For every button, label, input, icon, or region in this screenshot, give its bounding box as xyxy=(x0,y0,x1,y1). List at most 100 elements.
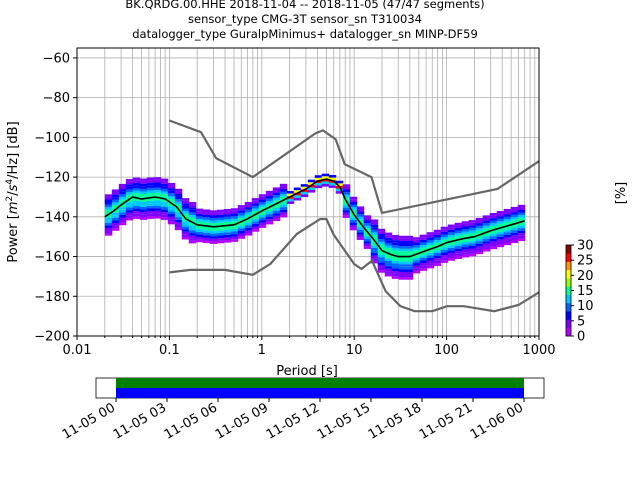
heatmap-cell xyxy=(181,229,190,232)
heatmap-cell xyxy=(118,214,127,218)
heatmap-cell xyxy=(419,255,428,258)
heatmap-cell xyxy=(174,227,183,231)
heatmap-cell xyxy=(426,234,435,238)
heatmap-cell xyxy=(153,203,162,206)
heatmap-cell xyxy=(279,214,288,218)
heatmap-cell xyxy=(489,220,498,224)
heatmap-cell xyxy=(244,212,253,215)
heatmap-cell xyxy=(146,182,155,186)
heatmap-cell xyxy=(286,198,295,202)
heatmap-cell xyxy=(503,227,512,230)
heatmap-cell xyxy=(377,264,386,268)
heatmap-cell xyxy=(321,176,330,179)
heatmap-cell xyxy=(391,271,400,274)
heatmap-cell xyxy=(370,237,379,241)
heatmap-cell xyxy=(265,216,274,220)
heatmap-cell xyxy=(132,190,141,194)
heatmap-cell xyxy=(447,229,456,233)
heatmap-cell xyxy=(272,192,281,196)
heatmap-cell xyxy=(188,214,197,218)
heatmap-cell xyxy=(496,216,505,219)
heatmap-cell xyxy=(321,178,330,182)
heatmap-cell xyxy=(517,212,526,216)
heatmap-cell xyxy=(377,241,386,245)
y-tick-label: −160 xyxy=(34,250,70,265)
heatmap-cell xyxy=(188,230,197,234)
heatmap-cell xyxy=(363,243,372,247)
heatmap-cell xyxy=(167,206,176,209)
colorbar-segment xyxy=(566,269,571,279)
heatmap-cell xyxy=(125,202,134,205)
heatmap-cell xyxy=(510,209,519,213)
heatmap-cell xyxy=(405,253,414,257)
heatmap-cell xyxy=(265,198,274,202)
heatmap-cell xyxy=(482,215,491,218)
heatmap-cell xyxy=(111,192,120,195)
heatmap-cell xyxy=(286,196,295,199)
heatmap-cell xyxy=(510,214,519,218)
heatmap-cell xyxy=(412,255,421,258)
heatmap-cell xyxy=(195,237,204,240)
heatmap-cell xyxy=(370,224,379,228)
heatmap-cell xyxy=(125,207,134,211)
heatmap-cell xyxy=(111,212,120,216)
heatmap-cell xyxy=(405,271,414,275)
heatmap-cell xyxy=(160,181,169,184)
heatmap-cell xyxy=(412,237,421,240)
heatmap-cell xyxy=(384,253,393,256)
heatmap-cell xyxy=(293,195,302,198)
heatmap-cell xyxy=(104,222,113,226)
heatmap-cell xyxy=(349,204,358,208)
heatmap-cell xyxy=(440,257,449,261)
heatmap-cell xyxy=(419,263,428,266)
colorbar-segment xyxy=(566,253,571,262)
heatmap-cell xyxy=(426,252,435,256)
heatmap-cell xyxy=(412,239,421,243)
heatmap-cell xyxy=(363,228,372,231)
heatmap-cell xyxy=(188,222,197,226)
heatmap-cell xyxy=(209,236,218,239)
heatmap-cell xyxy=(195,208,204,212)
heatmap-cell xyxy=(146,192,155,196)
heatmap-cell xyxy=(300,186,309,190)
heatmap-cell xyxy=(160,194,169,197)
heatmap-cell xyxy=(412,265,421,269)
heatmap-cell xyxy=(370,258,379,261)
heatmap-cell xyxy=(370,219,379,223)
heatmap-cell xyxy=(426,250,435,253)
heatmap-cell xyxy=(398,274,407,278)
heatmap-cell xyxy=(314,175,323,178)
heatmap-cell xyxy=(188,212,197,215)
heatmap-cell xyxy=(496,218,505,222)
heatmap-cell xyxy=(125,204,134,208)
heatmap-cell xyxy=(503,242,512,246)
heatmap-cell xyxy=(447,232,456,235)
heatmap-cell xyxy=(153,184,162,188)
heatmap-cell xyxy=(496,229,505,232)
heatmap-cell xyxy=(300,194,309,198)
heatmap-cell xyxy=(125,184,134,187)
heatmap-cell xyxy=(300,184,309,187)
heatmap-cell xyxy=(370,247,379,251)
heatmap-cell xyxy=(146,208,155,212)
heatmap-cell xyxy=(174,199,183,202)
heatmap-cell xyxy=(167,198,176,202)
heatmap-cell xyxy=(447,252,456,256)
heatmap-cell xyxy=(419,268,428,271)
heatmap-cell xyxy=(377,233,386,237)
heatmap-cell xyxy=(153,177,162,180)
heatmap-cell xyxy=(440,229,449,232)
heatmap-cell xyxy=(153,205,162,209)
heatmap-cell xyxy=(342,202,351,205)
heatmap-cell xyxy=(118,199,127,202)
heatmap-cell xyxy=(342,204,351,208)
heatmap-cell xyxy=(251,218,260,222)
heatmap-cell xyxy=(447,242,456,246)
heatmap-cell xyxy=(167,213,176,217)
heatmap-cell xyxy=(447,245,456,248)
heatmap-cell xyxy=(258,207,267,210)
heatmap-cell xyxy=(293,192,302,196)
heatmap-cell xyxy=(153,182,162,185)
heatmap-cell xyxy=(237,230,246,234)
heatmap-cell xyxy=(125,191,134,195)
